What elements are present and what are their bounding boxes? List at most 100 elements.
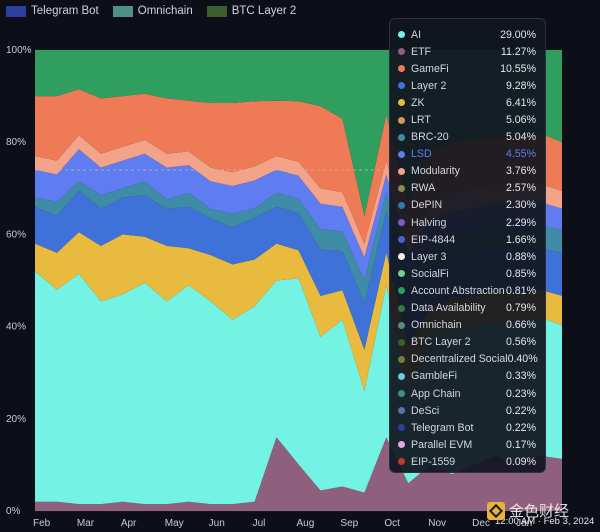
tooltip-row: Account Abstraction 0.81% xyxy=(398,282,536,299)
tooltip-row: DePIN 2.30% xyxy=(398,197,536,214)
area-layer-2 xyxy=(35,190,562,350)
tooltip-row-value: 0.17% xyxy=(505,438,536,451)
series-color-dot-icon xyxy=(398,372,405,380)
x-tick-label: Aug xyxy=(297,518,315,529)
y-tick-label: 40% xyxy=(6,322,26,333)
tooltip-row-value: 0.56% xyxy=(505,336,536,349)
tooltip-row: EIP-4844 1.66% xyxy=(398,231,536,248)
x-tick-label: Nov xyxy=(428,518,446,529)
tooltip-row-label: Modularity xyxy=(411,165,460,178)
series-color-dot-icon xyxy=(398,167,405,175)
tooltip-row-label: LRT xyxy=(411,114,431,127)
series-color-dot-icon xyxy=(398,48,405,56)
tooltip-row-label: Halving xyxy=(411,216,447,229)
tooltip-row-value: 5.06% xyxy=(505,114,536,127)
tooltip-row-label: SocialFi xyxy=(411,267,449,280)
x-tick-label: May xyxy=(165,518,184,529)
series-color-dot-icon xyxy=(398,270,405,278)
tooltip-row-value: 0.66% xyxy=(505,319,536,332)
x-tick-label: Sep xyxy=(340,518,358,529)
series-color-dot-icon xyxy=(398,82,405,90)
area-zk xyxy=(35,232,562,392)
series-color-dot-icon xyxy=(398,65,405,73)
tooltip-row-value: 0.09% xyxy=(505,455,536,468)
top-legend: Telegram Bot Omnichain BTC Layer 2 xyxy=(6,3,296,19)
tooltip-row-value: 11.27% xyxy=(500,45,536,58)
tooltip-row-label: EIP-1559 xyxy=(411,455,456,468)
tooltip-row-label: Layer 3 xyxy=(411,250,447,263)
tooltip-row: ETF 11.27% xyxy=(398,43,536,60)
top-legend-item[interactable]: BTC Layer 2 xyxy=(206,3,297,19)
top-legend-item[interactable]: Telegram Bot xyxy=(6,3,99,19)
tooltip-row-label: DePIN xyxy=(411,199,443,212)
tooltip-row: LRT 5.06% xyxy=(398,111,536,128)
series-color-dot-icon xyxy=(398,338,405,346)
tooltip-row-value: 0.23% xyxy=(505,387,536,400)
tooltip-row-label: EIP-4844 xyxy=(411,233,456,246)
tooltip-row-label: Data Availability xyxy=(411,302,486,315)
tooltip-row-value: 6.41% xyxy=(505,96,536,109)
tooltip-row-value: 10.55% xyxy=(500,62,536,75)
tooltip-row: Layer 3 0.88% xyxy=(398,248,536,265)
tooltip-row-value: 2.29% xyxy=(505,216,536,229)
legend-label: BTC Layer 2 xyxy=(231,5,297,17)
x-tick-label: Oct xyxy=(384,518,400,529)
tooltip-row: Parallel EVM 0.17% xyxy=(398,436,536,453)
tooltip-row-value: 0.22% xyxy=(505,421,536,434)
tooltip-row-value: 0.22% xyxy=(505,404,536,417)
tooltip-row: Omnichain 0.66% xyxy=(398,317,536,334)
tooltip-row: SocialFi 0.85% xyxy=(398,265,536,282)
x-tick-label: Mar xyxy=(77,518,95,529)
y-tick-label: 20% xyxy=(6,414,26,425)
tooltip-row-value: 0.40% xyxy=(507,353,538,366)
tooltip-row-value: 0.81% xyxy=(505,284,536,297)
hover-time-label: 12:00 AM · Feb 3, 2024 xyxy=(495,516,595,527)
top-legend-item[interactable]: Omnichain xyxy=(112,3,193,19)
tooltip-row: ZK 6.41% xyxy=(398,94,536,111)
x-tick-label: Jul xyxy=(253,518,266,529)
tooltip-row-value: 2.30% xyxy=(505,199,536,212)
tooltip-row-label: AI xyxy=(411,28,422,41)
watermark-logo-icon xyxy=(487,501,505,520)
series-color-dot-icon xyxy=(398,201,405,209)
series-color-dot-icon xyxy=(398,99,405,107)
series-color-dot-icon xyxy=(398,304,405,312)
tooltip-row-label: BRC-20 xyxy=(411,131,449,144)
legend-swatch-icon xyxy=(112,5,133,17)
series-color-dot-icon xyxy=(398,253,405,261)
x-tick-label: Feb xyxy=(33,518,51,529)
tooltip-row-label: LSD xyxy=(411,148,432,161)
tooltip-row: Decentralized Social 0.40% xyxy=(398,351,538,368)
x-tick-label: Jan xyxy=(516,518,532,529)
y-tick-label: 100% xyxy=(6,45,32,56)
area-modularity xyxy=(35,135,562,258)
legend-label: Telegram Bot xyxy=(31,5,99,17)
series-color-dot-icon xyxy=(398,184,405,192)
tooltip-row-value: 0.88% xyxy=(505,250,536,263)
x-axis-ticks: Feb Mar Apr May Jun Jul Aug Sep Oct Nov Dec Jan xyxy=(33,518,532,529)
tooltip-row-value: 3.76% xyxy=(505,165,536,178)
tooltip-row-label: DeSci xyxy=(411,404,440,417)
tooltip-row: Modularity 3.76% xyxy=(398,163,536,180)
tooltip-row: DeSci 0.22% xyxy=(398,402,536,419)
x-tick-label: Apr xyxy=(121,518,137,529)
tooltip-row-label: RWA xyxy=(411,182,436,195)
series-color-dot-icon xyxy=(398,287,405,295)
tooltip-row: RWA 2.57% xyxy=(398,180,536,197)
tooltip-row-label: Telegram Bot xyxy=(411,421,474,434)
tooltip-row-value: 2.57% xyxy=(505,182,536,195)
series-color-dot-icon xyxy=(398,355,405,363)
watermark-text: 金色财经 xyxy=(509,503,570,520)
tooltip-row-value: 1.66% xyxy=(505,233,536,246)
watermark: 金色财经 xyxy=(487,500,569,521)
tooltip-row: Telegram Bot 0.22% xyxy=(398,419,536,436)
x-tick-label: Dec xyxy=(472,518,490,529)
tooltip-row: Halving 2.29% xyxy=(398,214,536,231)
tooltip-row: Layer 2 9.28% xyxy=(398,77,536,94)
tooltip-row: AI 29.00% xyxy=(398,26,536,43)
tooltip-row-value: 0.85% xyxy=(505,267,536,280)
tooltip-row-label: ETF xyxy=(411,45,432,58)
series-color-dot-icon xyxy=(398,441,405,449)
tooltip-row-value: 4.55% xyxy=(505,148,536,161)
series-color-dot-icon xyxy=(398,390,405,398)
